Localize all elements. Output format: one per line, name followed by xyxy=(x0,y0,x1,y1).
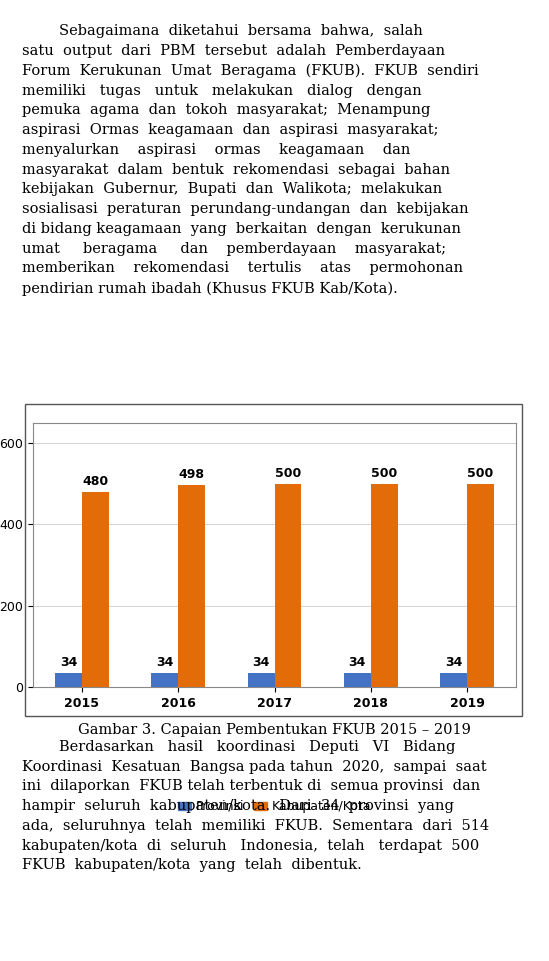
Text: 498: 498 xyxy=(178,468,205,480)
Text: 34: 34 xyxy=(60,656,77,669)
Bar xyxy=(344,674,371,687)
Text: Sebagaimana  diketahui  bersama  bahwa,  salah
satu  output  dari  PBM  tersebut: Sebagaimana diketahui bersama bahwa, sal… xyxy=(22,24,479,296)
Text: 34: 34 xyxy=(156,656,173,669)
Bar xyxy=(440,674,467,687)
Bar xyxy=(55,674,82,687)
Text: 500: 500 xyxy=(468,467,494,480)
Text: 34: 34 xyxy=(445,656,462,669)
Bar xyxy=(467,483,494,687)
Text: 500: 500 xyxy=(371,467,397,480)
Text: Gambar 3. Capaian Pembentukan FKUB 2015 – 2019: Gambar 3. Capaian Pembentukan FKUB 2015 … xyxy=(78,723,471,737)
Bar xyxy=(151,674,178,687)
Text: 500: 500 xyxy=(275,467,301,480)
Legend: Provinsi, Kabupaten/Kota: Provinsi, Kabupaten/Kota xyxy=(173,796,376,818)
Text: 480: 480 xyxy=(82,475,108,488)
Text: 34: 34 xyxy=(253,656,270,669)
Text: 34: 34 xyxy=(349,656,366,669)
Bar xyxy=(248,674,274,687)
Bar xyxy=(82,492,109,687)
Text: Berdasarkan   hasil   koordinasi   Deputi   VI   Bidang
Koordinasi  Kesatuan  Ba: Berdasarkan hasil koordinasi Deputi VI B… xyxy=(22,740,489,873)
Bar xyxy=(371,483,398,687)
Bar xyxy=(178,484,205,687)
Bar xyxy=(274,483,301,687)
